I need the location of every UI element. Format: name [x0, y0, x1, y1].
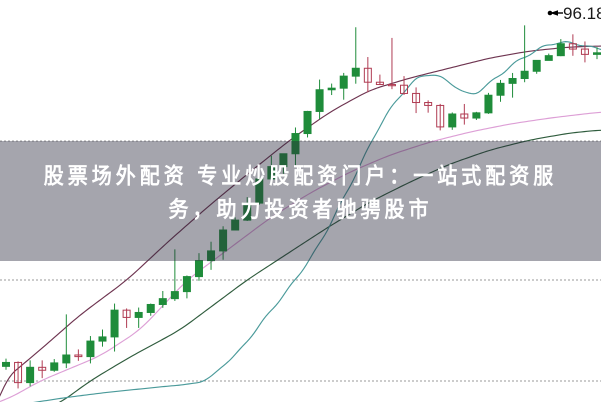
svg-text:96.18: 96.18: [563, 4, 601, 23]
